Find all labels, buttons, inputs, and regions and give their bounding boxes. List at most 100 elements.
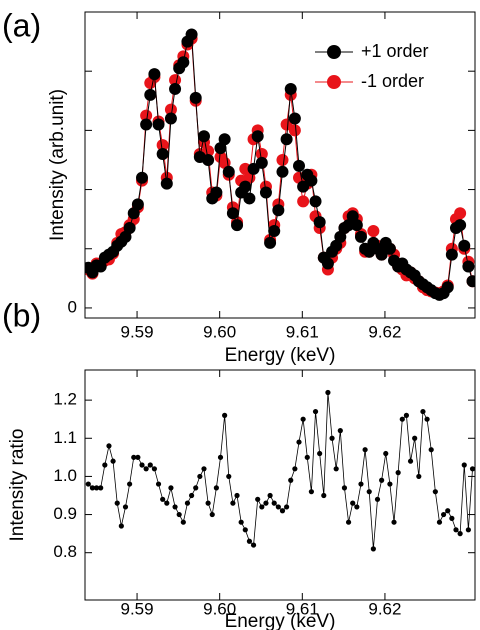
data-point — [284, 82, 297, 95]
data-point — [350, 219, 363, 232]
data-point — [247, 162, 260, 175]
data-point — [164, 112, 177, 125]
data-point — [123, 222, 136, 235]
x-tick-label: 9.61 — [286, 599, 319, 618]
data-point — [292, 466, 298, 472]
data-point — [288, 124, 301, 137]
data-point — [293, 159, 306, 172]
data-point — [140, 109, 153, 122]
data-point — [458, 239, 471, 252]
data-point — [271, 500, 277, 506]
data-point — [367, 224, 380, 237]
data-point — [453, 527, 459, 533]
data-point — [383, 450, 389, 457]
plot-frame — [84, 369, 476, 601]
data-point — [259, 504, 265, 510]
data-point — [160, 496, 166, 502]
x-tick-label: 9.60 — [203, 599, 236, 618]
data-point — [428, 447, 434, 453]
x-axis-label: Energy (keV) — [225, 611, 336, 630]
x-axis-label: Energy (keV) — [225, 345, 336, 366]
data-point — [436, 519, 443, 525]
data-point — [284, 504, 290, 510]
data-point — [169, 82, 182, 95]
y-axis-label: Intensity ratio — [7, 429, 28, 542]
x-tick-label: 9.59 — [121, 599, 154, 618]
data-point — [350, 500, 356, 506]
data-point — [399, 416, 405, 422]
data-point — [139, 462, 145, 468]
data-point — [268, 224, 281, 237]
x-tick-label: 9.60 — [203, 322, 236, 341]
data-point — [169, 74, 182, 87]
data-point — [321, 257, 334, 270]
data-point — [250, 542, 257, 548]
data-point — [176, 511, 182, 518]
y-tick-label: 0.9 — [53, 504, 77, 523]
data-point — [432, 489, 438, 495]
data-point — [135, 454, 141, 460]
data-point — [89, 485, 96, 491]
data-point — [140, 118, 153, 131]
data-point — [445, 248, 458, 261]
data-point — [255, 148, 268, 161]
data-point — [114, 500, 120, 506]
panel-label: (a) — [2, 7, 41, 43]
data-point — [156, 148, 169, 161]
legend-marker — [327, 75, 341, 89]
data-point — [383, 242, 396, 255]
data-point — [407, 458, 414, 464]
data-point — [288, 112, 301, 125]
data-point — [243, 192, 256, 205]
series-line — [88, 392, 473, 549]
data-point — [93, 485, 100, 491]
data-point — [441, 281, 454, 294]
data-point — [189, 91, 202, 104]
data-point — [457, 531, 463, 537]
data-point — [300, 416, 306, 422]
data-point — [155, 481, 162, 487]
data-point — [403, 412, 410, 418]
data-point — [197, 130, 210, 143]
data-point — [180, 519, 186, 525]
data-point — [329, 435, 335, 441]
data-point — [416, 473, 422, 480]
plot-frame — [84, 11, 476, 319]
data-point — [321, 492, 327, 499]
data-point — [122, 504, 129, 510]
data-point — [246, 538, 253, 544]
data-point — [259, 186, 272, 199]
x-tick-label: 9.62 — [368, 599, 401, 618]
data-point — [288, 477, 294, 483]
data-point — [144, 88, 157, 101]
data-point — [275, 504, 281, 510]
data-point — [213, 485, 219, 491]
data-point — [276, 165, 289, 178]
data-point — [354, 504, 360, 510]
data-point — [305, 174, 318, 187]
data-point — [296, 439, 302, 445]
data-point — [177, 56, 190, 69]
data-point — [280, 118, 293, 131]
data-point — [202, 153, 215, 166]
data-point — [222, 165, 235, 178]
data-point — [395, 470, 401, 476]
data-point — [454, 207, 467, 220]
data-point — [251, 130, 264, 143]
data-point — [297, 195, 310, 208]
data-point — [202, 145, 215, 158]
data-point — [164, 500, 170, 506]
data-point — [102, 462, 108, 468]
data-point — [362, 447, 368, 453]
data-point — [461, 462, 467, 468]
data-point — [184, 500, 191, 506]
data-point — [358, 481, 364, 487]
data-point — [131, 454, 137, 460]
data-point — [366, 489, 372, 495]
data-point — [238, 519, 244, 525]
data-point — [230, 500, 236, 506]
data-point — [151, 466, 158, 472]
data-point — [231, 219, 244, 232]
data-point — [337, 428, 343, 434]
